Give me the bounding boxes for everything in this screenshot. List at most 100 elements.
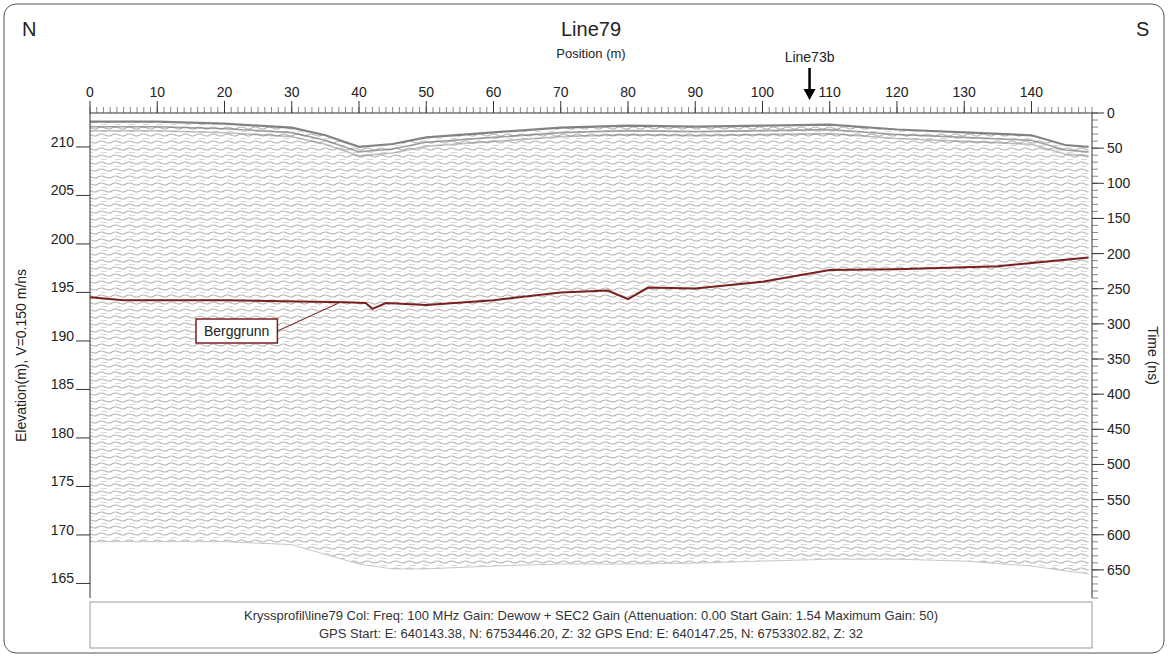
bedrock-label: Berggrunn [204, 323, 269, 339]
x-axis-title: Position (m) [556, 46, 625, 61]
plot-area [90, 122, 1089, 574]
x-minor-tick [439, 107, 440, 113]
y2-tick [1092, 464, 1104, 465]
y-tick-label: 170 [51, 522, 75, 538]
x-minor-tick [365, 107, 366, 113]
y2-minor-tick [1092, 344, 1098, 345]
y2-minor-tick [1092, 190, 1098, 191]
x-minor-tick [930, 107, 931, 113]
y2-minor-tick [1092, 274, 1098, 275]
y2-tick-label: 150 [1107, 210, 1131, 226]
y2-minor-tick [1092, 562, 1098, 563]
y2-minor-tick [1092, 387, 1098, 388]
y2-tick [1092, 218, 1104, 219]
x-minor-tick [749, 107, 750, 113]
y2-tick [1092, 253, 1104, 254]
x-minor-tick [1051, 107, 1052, 113]
x-minor-tick [1092, 107, 1093, 113]
x-minor-tick [991, 107, 992, 113]
x-minor-tick [742, 107, 743, 113]
x-minor-tick [190, 107, 191, 113]
x-minor-tick [264, 107, 265, 113]
x-minor-tick [1071, 107, 1072, 113]
y2-minor-tick [1092, 422, 1098, 423]
x-minor-tick [789, 107, 790, 113]
y2-minor-tick [1092, 373, 1098, 374]
x-minor-tick [957, 107, 958, 113]
y2-minor-tick [1092, 478, 1098, 479]
x-minor-tick [486, 107, 487, 113]
y-tick-label: 180 [51, 425, 75, 441]
y2-minor-tick [1092, 541, 1098, 542]
y-tick [76, 437, 90, 438]
x-minor-tick [755, 107, 756, 113]
y-tick [76, 243, 90, 244]
y2-tick-label: 550 [1107, 492, 1131, 508]
x-minor-tick [96, 107, 97, 113]
y-tick [76, 340, 90, 341]
x-minor-tick [688, 107, 689, 113]
x-tick [695, 101, 696, 113]
y2-minor-tick [1092, 120, 1098, 121]
bedrock-line [90, 258, 1089, 309]
x-minor-tick [533, 107, 534, 113]
x-minor-tick [379, 107, 380, 113]
x-minor-tick [406, 107, 407, 113]
x-minor-tick [917, 107, 918, 113]
y-tick-label: 175 [51, 473, 75, 489]
x-minor-tick [923, 107, 924, 113]
y2-minor-tick [1092, 492, 1098, 493]
x-tick-label: 70 [553, 84, 569, 100]
y2-minor-tick [1092, 309, 1098, 310]
x-minor-tick [903, 107, 904, 113]
x-minor-tick [513, 107, 514, 113]
x-minor-tick [1038, 107, 1039, 113]
x-minor-tick [970, 107, 971, 113]
x-minor-tick [130, 107, 131, 113]
x-minor-tick [1085, 107, 1086, 113]
y-tick [76, 195, 90, 196]
y2-tick-label: 400 [1107, 386, 1131, 402]
x-tick-label: 50 [418, 84, 434, 100]
footer-box [90, 602, 1092, 648]
y2-minor-tick [1092, 232, 1098, 233]
y2-tick [1092, 499, 1104, 500]
y2-minor-tick [1092, 443, 1098, 444]
x-tick-label: 10 [149, 84, 165, 100]
y2-minor-tick [1092, 260, 1098, 261]
y2-minor-tick [1092, 583, 1098, 584]
y2-minor-tick [1092, 513, 1098, 514]
title: Line79 [561, 18, 621, 40]
x-tick [358, 101, 359, 113]
x-minor-tick [177, 107, 178, 113]
x-minor-tick [1044, 107, 1045, 113]
y2-tick [1092, 113, 1104, 114]
y2-minor-tick [1092, 450, 1098, 451]
x-minor-tick [345, 107, 346, 113]
x-minor-tick [863, 107, 864, 113]
y-axis-title: Elevation(m), V=0.150 m/ns [13, 269, 29, 442]
chart: Line79NSPosition (m)01020304050607080901… [0, 0, 1168, 657]
x-minor-tick [554, 107, 555, 113]
y2-minor-tick [1092, 380, 1098, 381]
x-minor-tick [997, 107, 998, 113]
x-tick [291, 101, 292, 113]
x-minor-tick [419, 107, 420, 113]
y2-minor-tick [1092, 548, 1098, 549]
x-minor-tick [580, 107, 581, 113]
y-tick [76, 389, 90, 390]
x-minor-tick [607, 107, 608, 113]
x-tick-label: 100 [751, 84, 775, 100]
footer-text: GPS Start: E: 640143.38, N: 6753446.20, … [319, 626, 863, 641]
x-minor-tick [163, 107, 164, 113]
x-minor-tick [782, 107, 783, 113]
corner-label: N [22, 18, 36, 40]
x-tick [896, 101, 897, 113]
y2-tick-label: 650 [1107, 562, 1131, 578]
y2-tick-label: 600 [1107, 527, 1131, 543]
y2-minor-tick [1092, 197, 1098, 198]
x-minor-tick [675, 107, 676, 113]
y2-minor-tick [1092, 162, 1098, 163]
x-minor-tick [150, 107, 151, 113]
x-minor-tick [352, 107, 353, 113]
